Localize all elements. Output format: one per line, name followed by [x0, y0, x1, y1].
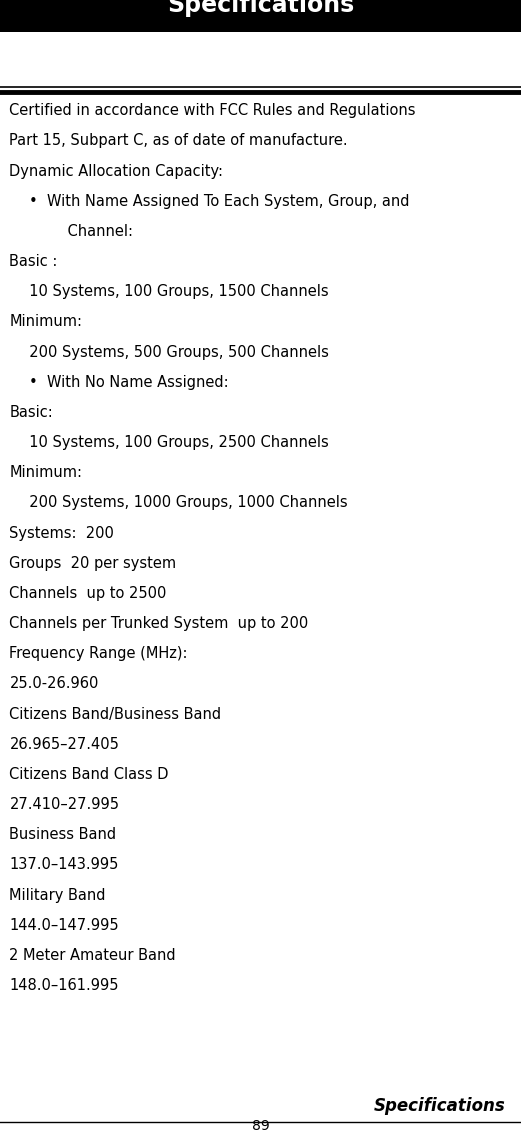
Text: Basic:: Basic:	[9, 405, 53, 420]
Text: 137.0–143.995: 137.0–143.995	[9, 857, 119, 873]
Text: Groups  20 per system: Groups 20 per system	[9, 555, 177, 571]
Text: Channels per Trunked System  up to 200: Channels per Trunked System up to 200	[9, 616, 308, 631]
Text: •  With Name Assigned To Each System, Group, and: • With Name Assigned To Each System, Gro…	[29, 194, 409, 209]
Text: 2 Meter Amateur Band: 2 Meter Amateur Band	[9, 947, 176, 962]
Text: Frequency Range (MHz):: Frequency Range (MHz):	[9, 646, 188, 661]
Text: Specifications: Specifications	[167, 0, 354, 16]
Text: Dynamic Allocation Capacity:: Dynamic Allocation Capacity:	[9, 164, 224, 179]
Text: Minimum:: Minimum:	[9, 466, 82, 481]
Text: Business Band: Business Band	[9, 827, 117, 842]
FancyBboxPatch shape	[0, 0, 521, 32]
Text: 10 Systems, 100 Groups, 1500 Channels: 10 Systems, 100 Groups, 1500 Channels	[20, 284, 328, 299]
Text: Part 15, Subpart C, as of date of manufacture.: Part 15, Subpart C, as of date of manufa…	[9, 133, 348, 148]
Text: Military Band: Military Band	[9, 888, 106, 903]
Text: Channels  up to 2500: Channels up to 2500	[9, 586, 167, 601]
Text: 144.0–147.995: 144.0–147.995	[9, 918, 119, 933]
Text: Basic :: Basic :	[9, 255, 58, 270]
Text: 200 Systems, 500 Groups, 500 Channels: 200 Systems, 500 Groups, 500 Channels	[20, 344, 329, 359]
Text: Systems:  200: Systems: 200	[9, 525, 114, 540]
Text: Citizens Band/Business Band: Citizens Band/Business Band	[9, 707, 221, 721]
Text: 27.410–27.995: 27.410–27.995	[9, 797, 119, 812]
Text: Minimum:: Minimum:	[9, 314, 82, 329]
Text: Certified in accordance with FCC Rules and Regulations: Certified in accordance with FCC Rules a…	[9, 103, 416, 118]
Text: •  With No Name Assigned:: • With No Name Assigned:	[29, 375, 228, 390]
Text: Citizens Band Class D: Citizens Band Class D	[9, 767, 169, 782]
Text: 10 Systems, 100 Groups, 2500 Channels: 10 Systems, 100 Groups, 2500 Channels	[20, 435, 329, 450]
Text: Specifications: Specifications	[374, 1097, 505, 1115]
Text: 89: 89	[252, 1119, 269, 1133]
Text: 25.0-26.960: 25.0-26.960	[9, 677, 99, 692]
Text: 26.965–27.405: 26.965–27.405	[9, 736, 119, 751]
Text: 200 Systems, 1000 Groups, 1000 Channels: 200 Systems, 1000 Groups, 1000 Channels	[20, 496, 348, 510]
Text: 148.0–161.995: 148.0–161.995	[9, 978, 119, 993]
Text: Channel:: Channel:	[49, 224, 133, 239]
